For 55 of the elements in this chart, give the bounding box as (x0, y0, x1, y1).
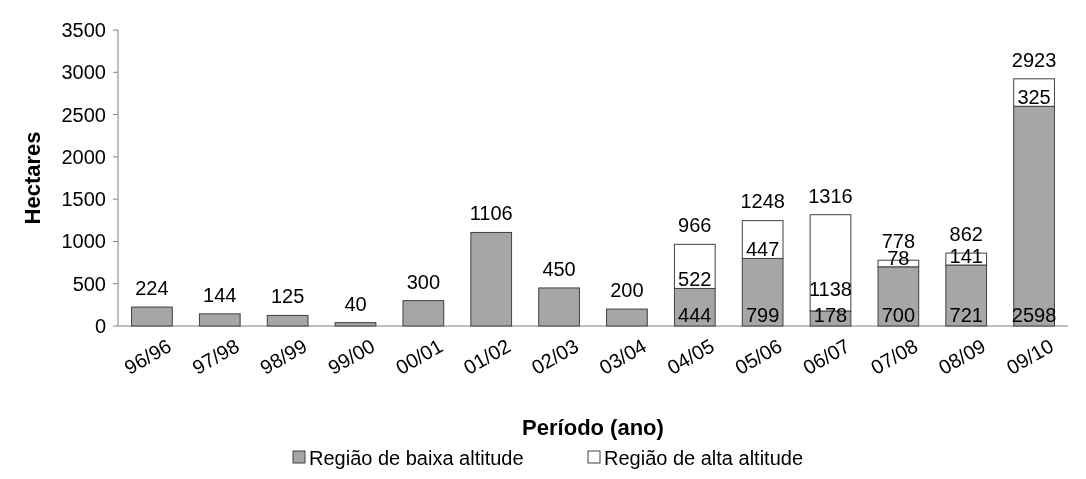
total-label: 300 (406, 270, 441, 293)
y-tick-label: 1000 (61, 230, 106, 253)
y-tick-label: 0 (94, 315, 106, 337)
data-label: 325 (1017, 86, 1051, 109)
bar (131, 306, 173, 327)
data-label: 2598 (1011, 304, 1057, 326)
y-tick-label: 2000 (61, 145, 106, 168)
x-tick-label: 99/00 (324, 334, 379, 379)
total-label: 1316 (808, 184, 853, 207)
bar (334, 322, 377, 327)
data-label: 447 (745, 238, 780, 261)
x-tick-label: 00/01 (392, 334, 447, 379)
data-label: 444 (678, 304, 712, 326)
x-tick-label: 97/98 (188, 334, 243, 379)
total-label: 862 (949, 223, 983, 246)
data-label: 721 (949, 304, 983, 326)
x-tick-label: 08/09 (934, 334, 990, 379)
data-label: 522 (678, 268, 712, 291)
x-tick-label: 98/99 (256, 334, 311, 379)
x-tick-label: 07/08 (867, 334, 922, 379)
total-label: 450 (542, 257, 576, 280)
x-tick-label: 09/10 (1002, 334, 1058, 379)
total-label: 40 (344, 292, 367, 315)
bar (402, 300, 445, 327)
y-tick-label: 1500 (61, 188, 106, 211)
x-tick-label: 01/02 (459, 334, 515, 379)
bar (198, 313, 241, 327)
bar (606, 308, 648, 327)
data-label: 178 (813, 304, 848, 326)
data-label: 141 (949, 245, 983, 268)
y-tick-label: 3500 (61, 19, 106, 41)
total-label: 144 (203, 283, 237, 306)
x-axis-title: Período (ano) (522, 415, 664, 440)
bar (538, 287, 580, 327)
bar (266, 314, 309, 327)
total-label: 125 (270, 285, 305, 308)
x-tick-label: 96/96 (120, 334, 175, 379)
total-label: 200 (610, 279, 644, 302)
bar (470, 231, 513, 327)
annotation: 1248 (740, 190, 785, 213)
total-label: 1106 (469, 202, 513, 225)
y-axis-title: Hectares (20, 131, 45, 225)
data-label: 700 (881, 304, 916, 326)
y-tick-label: 500 (72, 272, 106, 295)
total-label: 2923 (1011, 48, 1057, 71)
data-label: 1138 (808, 278, 853, 300)
y-tick-label: 3000 (61, 61, 106, 84)
legend-label: Região de baixa altitude (309, 447, 524, 469)
y-tick-label: 2500 (61, 103, 106, 126)
x-tick-label: 02/03 (527, 334, 583, 379)
total-label: 966 (678, 214, 712, 237)
data-label: 799 (745, 304, 780, 326)
legend-label: Região de alta altitude (604, 447, 804, 469)
total-label: 224 (135, 277, 169, 300)
x-tick-label: 05/06 (731, 334, 786, 379)
